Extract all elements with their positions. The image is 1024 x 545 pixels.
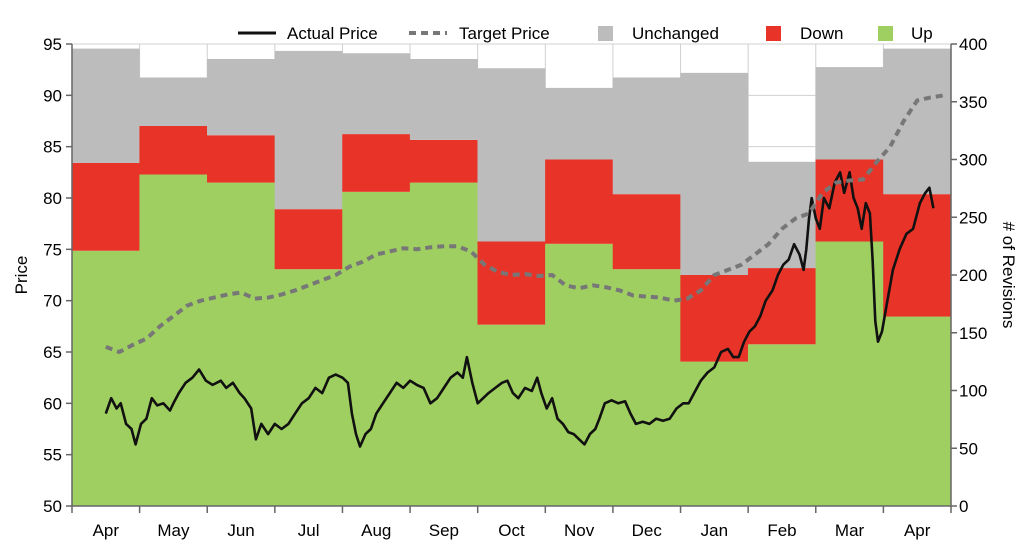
x-tick-label-12: Apr bbox=[904, 521, 931, 540]
right-tick-label: 0 bbox=[959, 497, 968, 516]
right-tick-label: 50 bbox=[959, 439, 978, 458]
bar-unchanged-sep-5 bbox=[409, 59, 478, 140]
legend-unchanged-label: Unchanged bbox=[632, 24, 719, 43]
right-axis-title: # of Revisions bbox=[999, 222, 1018, 329]
left-axis-ticks: 50 55 60 65 70 75 80 85 90 95 bbox=[43, 35, 72, 516]
bar-unchanged-jan-9 bbox=[680, 72, 749, 275]
x-tick-label-11: Mar bbox=[835, 521, 865, 540]
bar-unchanged-mar-11 bbox=[815, 67, 884, 160]
bar-down-nov-7 bbox=[545, 159, 614, 244]
bar-unchanged-apr-0 bbox=[71, 48, 140, 163]
left-tick-label: 50 bbox=[43, 497, 62, 516]
bar-down-dec-8 bbox=[612, 194, 681, 270]
bar-up-apr-12 bbox=[883, 316, 952, 506]
left-tick-label: 55 bbox=[43, 446, 62, 465]
right-tick-label: 100 bbox=[959, 382, 987, 401]
bar-down-jun-2 bbox=[207, 135, 276, 183]
bar-unchanged-aug-4 bbox=[342, 53, 411, 135]
left-tick-label: 75 bbox=[43, 240, 62, 259]
actual-price-line bbox=[104, 171, 935, 448]
left-tick-label: 95 bbox=[43, 35, 62, 54]
bar-up-may-1 bbox=[139, 174, 208, 506]
bar-down-aug-4 bbox=[342, 134, 411, 192]
bar-up-sep-5 bbox=[409, 182, 478, 506]
right-tick-label: 400 bbox=[959, 35, 987, 54]
x-tick-label-7: Nov bbox=[564, 521, 595, 540]
legend-up-swatch bbox=[878, 26, 893, 41]
bar-up-oct-6 bbox=[477, 324, 546, 506]
right-tick-label: 200 bbox=[959, 266, 987, 285]
bar-up-jun-2 bbox=[207, 182, 276, 506]
bar-down-apr-0 bbox=[71, 162, 140, 251]
legend-unchanged-swatch bbox=[598, 26, 613, 41]
bar-down-jan-9 bbox=[680, 275, 749, 362]
x-tick-label-5: Sep bbox=[429, 521, 459, 540]
bar-unchanged-apr-12 bbox=[883, 48, 952, 195]
left-tick-label: 85 bbox=[43, 138, 62, 157]
right-axis-ticks: 0 50 100 150 200 250 300 350 400 bbox=[951, 35, 987, 516]
bar-down-jul-3 bbox=[274, 209, 343, 270]
bar-up-mar-11 bbox=[815, 241, 884, 506]
x-tick-label-0: Apr bbox=[93, 521, 120, 540]
x-tick-label-9: Jan bbox=[701, 521, 728, 540]
x-tick-label-8: Dec bbox=[632, 521, 663, 540]
bar-down-feb-10 bbox=[747, 268, 816, 345]
bar-up-jan-9 bbox=[680, 361, 749, 506]
bar-up-nov-7 bbox=[545, 243, 614, 506]
legend-actual-price-label: Actual Price bbox=[287, 24, 378, 43]
legend-up-label: Up bbox=[911, 24, 933, 43]
left-tick-label: 90 bbox=[43, 86, 62, 105]
bar-unchanged-jun-2 bbox=[207, 59, 276, 136]
bar-down-sep-5 bbox=[409, 139, 478, 183]
right-tick-label: 350 bbox=[959, 93, 987, 112]
bar-unchanged-nov-7 bbox=[545, 87, 614, 160]
x-tick-label-3: Jul bbox=[298, 521, 320, 540]
x-tick-label-4: Aug bbox=[361, 521, 391, 540]
left-tick-label: 70 bbox=[43, 292, 62, 311]
x-tick-label-1: May bbox=[157, 521, 190, 540]
target-price-line bbox=[105, 93, 945, 354]
legend-down-label: Down bbox=[800, 24, 843, 43]
price-lines bbox=[104, 93, 945, 448]
legend: Actual Price Target Price Unchanged Down… bbox=[238, 24, 933, 43]
bar-up-aug-4 bbox=[342, 191, 411, 506]
legend-down-swatch bbox=[766, 26, 781, 41]
left-axis-title: Price bbox=[12, 256, 31, 295]
bar-up-feb-10 bbox=[747, 344, 816, 506]
stacked-bars bbox=[71, 48, 952, 506]
x-tick-label-6: Oct bbox=[498, 521, 525, 540]
left-tick-label: 60 bbox=[43, 394, 62, 413]
right-tick-label: 150 bbox=[959, 324, 987, 343]
x-axis-ticks: Apr May Jun Jul Aug Sep Oct Nov Dec Jan Feb Mar Apr bbox=[71, 506, 952, 540]
bar-down-may-1 bbox=[139, 126, 208, 175]
x-tick-label-10: Feb bbox=[767, 521, 796, 540]
right-tick-label: 300 bbox=[959, 151, 987, 170]
left-tick-label: 80 bbox=[43, 189, 62, 208]
bar-up-apr-0 bbox=[71, 250, 140, 506]
legend-target-price-label: Target Price bbox=[459, 24, 550, 43]
x-tick-label-2: Jun bbox=[227, 521, 254, 540]
bar-unchanged-may-1 bbox=[139, 77, 208, 127]
bar-up-jul-3 bbox=[274, 269, 343, 506]
bar-up-dec-8 bbox=[612, 269, 681, 506]
bar-unchanged-oct-6 bbox=[477, 68, 546, 242]
bar-unchanged-dec-8 bbox=[612, 77, 681, 195]
bar-unchanged-jul-3 bbox=[274, 50, 343, 210]
bar-down-oct-6 bbox=[477, 241, 546, 325]
left-tick-label: 65 bbox=[43, 343, 62, 362]
right-tick-label: 250 bbox=[959, 208, 987, 227]
